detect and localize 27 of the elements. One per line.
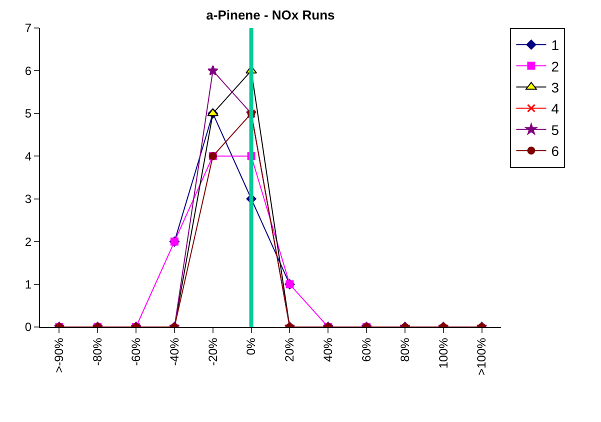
legend-label: 2 [551, 58, 560, 74]
x-tick-label: 100% [436, 337, 450, 369]
x-tick-label: 60% [359, 337, 374, 362]
x-tick-label: -80% [90, 337, 105, 366]
legend-label: 5 [551, 122, 560, 138]
x-tick-label: -20% [206, 337, 220, 366]
y-tick-label: 2 [24, 234, 32, 249]
y-tick-label: 4 [24, 149, 32, 164]
x-tick-label: 80% [398, 337, 412, 362]
x-tick-label: 20% [282, 337, 297, 362]
x-tick-label: -60% [128, 337, 143, 366]
legend-label: 1 [551, 37, 560, 54]
y-tick-label: 5 [24, 106, 32, 121]
x-tick-label: 40% [321, 337, 336, 362]
x-tick-label: -40% [167, 337, 182, 366]
legend-label: 4 [551, 100, 560, 117]
y-tick-label: 1 [24, 277, 32, 292]
x-tick-label: >-90% [52, 337, 66, 373]
y-tick-label: 0 [24, 320, 32, 334]
x-tick-label: >100% [474, 337, 489, 376]
y-tick-label: 7 [24, 21, 32, 36]
y-tick-label: 6 [24, 64, 32, 78]
x-tick-label: 0% [244, 337, 258, 356]
chart-title: a-Pinene - NOx Runs [206, 8, 335, 23]
y-tick-label: 3 [24, 192, 32, 206]
legend-label: 3 [551, 79, 560, 96]
legend-label: 6 [551, 143, 560, 160]
